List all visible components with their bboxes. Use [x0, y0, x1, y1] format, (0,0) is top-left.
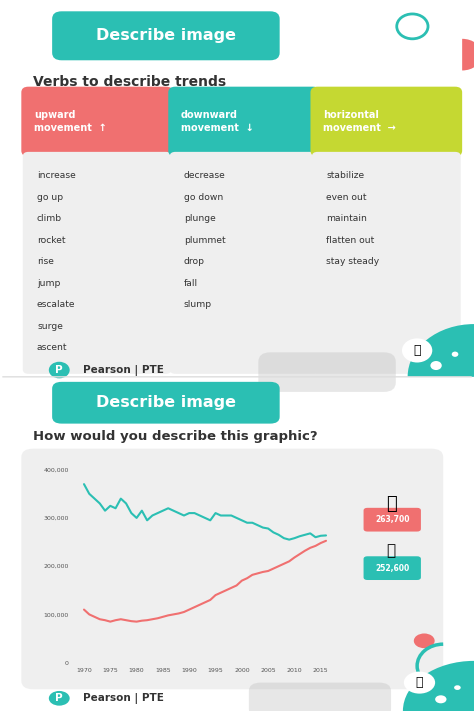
Text: 💬: 💬 — [413, 344, 421, 357]
Text: escalate: escalate — [37, 300, 75, 309]
Text: Verbs to describe trends: Verbs to describe trends — [33, 75, 226, 90]
Text: jump: jump — [37, 279, 60, 288]
Circle shape — [49, 691, 70, 705]
Text: 252,600: 252,600 — [375, 564, 410, 573]
FancyBboxPatch shape — [21, 87, 173, 156]
Text: stay steady: stay steady — [326, 257, 379, 267]
Text: go down: go down — [184, 193, 223, 202]
Circle shape — [452, 351, 458, 357]
Text: downward
movement  ↓: downward movement ↓ — [181, 110, 254, 134]
FancyBboxPatch shape — [168, 87, 320, 156]
Text: decrease: decrease — [184, 171, 226, 181]
FancyBboxPatch shape — [310, 87, 462, 156]
Circle shape — [454, 685, 461, 690]
Text: slump: slump — [184, 300, 212, 309]
Text: rocket: rocket — [37, 236, 65, 245]
Circle shape — [435, 695, 447, 703]
Text: plunge: plunge — [184, 215, 216, 223]
Circle shape — [49, 362, 70, 378]
Circle shape — [404, 672, 435, 694]
Text: P: P — [55, 365, 63, 375]
Text: 💬: 💬 — [416, 676, 423, 689]
Text: ascent: ascent — [37, 343, 67, 352]
FancyBboxPatch shape — [312, 152, 461, 374]
Text: fall: fall — [184, 279, 198, 288]
Wedge shape — [462, 39, 474, 70]
Text: drop: drop — [184, 257, 205, 267]
Text: flatten out: flatten out — [326, 236, 374, 245]
Wedge shape — [403, 661, 474, 711]
Text: P: P — [55, 693, 63, 703]
Text: stabilize: stabilize — [326, 171, 364, 181]
Text: plummet: plummet — [184, 236, 226, 245]
Text: How would you describe this graphic?: How would you describe this graphic? — [33, 430, 318, 443]
Text: maintain: maintain — [326, 215, 367, 223]
Text: 🚲: 🚲 — [386, 495, 396, 513]
FancyBboxPatch shape — [364, 556, 421, 580]
Text: Describe image: Describe image — [96, 28, 236, 43]
FancyBboxPatch shape — [249, 683, 391, 711]
Circle shape — [402, 338, 432, 363]
Text: horizontal
movement  →: horizontal movement → — [323, 110, 396, 134]
Text: Pearson | PTE: Pearson | PTE — [83, 693, 164, 704]
Text: increase: increase — [37, 171, 76, 181]
Text: Pearson | PTE: Pearson | PTE — [83, 365, 164, 375]
FancyBboxPatch shape — [170, 152, 319, 374]
Text: rise: rise — [37, 257, 54, 267]
FancyBboxPatch shape — [364, 508, 421, 532]
Circle shape — [414, 634, 435, 648]
Text: go up: go up — [37, 193, 63, 202]
Circle shape — [430, 361, 442, 370]
FancyBboxPatch shape — [23, 152, 172, 374]
FancyBboxPatch shape — [52, 382, 280, 424]
Text: 🚗: 🚗 — [386, 543, 396, 558]
Text: 263,700: 263,700 — [375, 515, 410, 524]
Text: climb: climb — [37, 215, 62, 223]
Wedge shape — [408, 324, 474, 377]
FancyBboxPatch shape — [52, 11, 280, 60]
Text: Describe image: Describe image — [96, 395, 236, 410]
Text: surge: surge — [37, 322, 63, 331]
Text: upward
movement  ↑: upward movement ↑ — [34, 110, 107, 134]
FancyBboxPatch shape — [258, 353, 396, 392]
Text: even out: even out — [326, 193, 366, 202]
FancyBboxPatch shape — [21, 449, 443, 689]
